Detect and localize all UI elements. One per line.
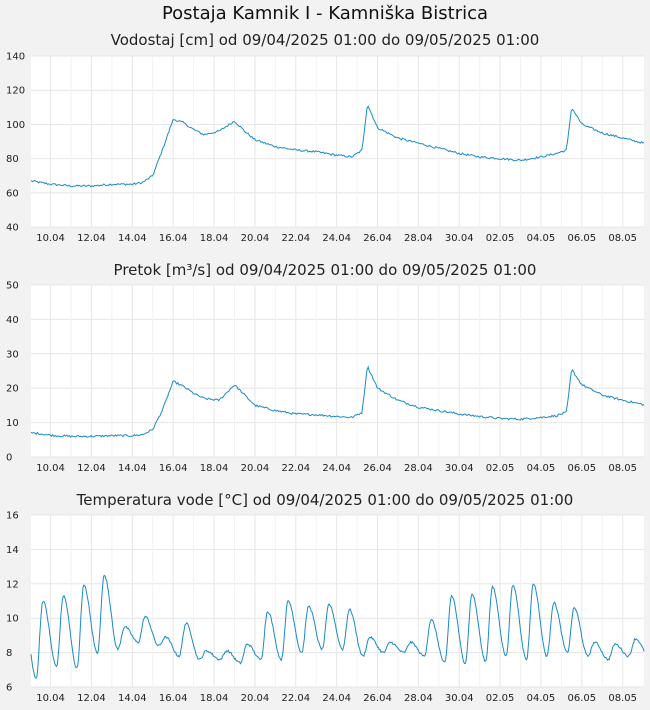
y-tick-label: 40	[6, 315, 19, 326]
x-tick-label: 08.05	[608, 693, 637, 704]
x-tick-label: 28.04	[404, 693, 433, 704]
plot-area	[31, 285, 644, 457]
x-tick-label: 30.04	[445, 233, 474, 244]
plot-area	[31, 56, 644, 227]
series-line	[30, 365, 645, 438]
x-tick-label: 18.04	[200, 693, 229, 704]
chart-title-water-temperature: Temperatura vode [°C] od 09/04/2025 01:0…	[76, 491, 574, 509]
page-title: Postaja Kamnik I - Kamniška Bistrica	[161, 3, 489, 24]
y-tick-label: 140	[6, 52, 25, 63]
x-tick-label: 20.04	[241, 693, 270, 704]
x-tick-label: 26.04	[363, 463, 392, 474]
x-tick-label: 24.04	[322, 463, 351, 474]
y-tick-label: 12	[6, 579, 19, 590]
y-tick-label: 60	[6, 188, 19, 199]
chart-panel-1: 0 10 20 30 40 50 10.04 12.04 14.04 16.04 18.04 20.0…	[6, 281, 645, 474]
chart-panel-2: 6 8 10 12 14 16 10.04 12.04 14.04 16.04 18.04 20.04…	[6, 511, 645, 704]
y-tick-label: 80	[6, 154, 19, 165]
x-tick-label: 22.04	[281, 463, 310, 474]
chart-panel-0: 40 60 80 100 120 140 10.04 12.04 14.04 16.04 18.04…	[6, 52, 645, 244]
x-tick-label: 08.05	[608, 463, 637, 474]
y-tick-label: 40	[6, 223, 19, 234]
y-tick-label: 20	[6, 384, 19, 395]
x-tick-label: 26.04	[363, 233, 392, 244]
x-tick-label: 10.04	[36, 233, 65, 244]
x-tick-label: 02.05	[486, 233, 515, 244]
y-tick-label: 6	[6, 683, 12, 694]
x-tick-label: 28.04	[404, 463, 433, 474]
x-tick-label: 12.04	[77, 463, 106, 474]
x-tick-label: 02.05	[486, 693, 515, 704]
y-tick-label: 10	[6, 418, 19, 429]
y-tick-label: 14	[6, 545, 19, 556]
y-tick-label: 50	[6, 281, 19, 292]
y-tick-label: 16	[6, 511, 19, 522]
x-tick-label: 16.04	[159, 693, 188, 704]
x-tick-label: 10.04	[36, 463, 65, 474]
x-tick-label: 14.04	[118, 693, 147, 704]
x-tick-label: 14.04	[118, 233, 147, 244]
y-tick-label: 8	[6, 648, 12, 659]
x-tick-label: 28.04	[404, 233, 433, 244]
x-tick-label: 04.05	[527, 693, 556, 704]
x-tick-label: 12.04	[77, 233, 106, 244]
x-tick-label: 06.05	[568, 693, 597, 704]
x-tick-label: 18.04	[200, 233, 229, 244]
x-tick-label: 10.04	[36, 693, 65, 704]
x-tick-label: 20.04	[241, 233, 270, 244]
series-line	[30, 574, 645, 679]
chart-title-water-level: Vodostaj [cm] od 09/04/2025 01:00 do 09/…	[110, 31, 540, 49]
x-tick-label: 16.04	[159, 463, 188, 474]
x-tick-label: 18.04	[200, 463, 229, 474]
x-tick-label: 06.05	[568, 233, 597, 244]
x-tick-label: 04.05	[527, 463, 556, 474]
x-tick-label: 24.04	[322, 693, 351, 704]
x-tick-label: 22.04	[281, 233, 310, 244]
chart-title-discharge: Pretok [m³/s] od 09/04/2025 01:00 do 09/…	[113, 261, 537, 279]
x-tick-label: 12.04	[77, 693, 106, 704]
x-tick-label: 30.04	[445, 463, 474, 474]
x-tick-label: 22.04	[281, 693, 310, 704]
x-tick-label: 02.05	[486, 463, 515, 474]
x-tick-label: 06.05	[568, 463, 597, 474]
x-tick-label: 30.04	[445, 693, 474, 704]
x-tick-label: 20.04	[241, 463, 270, 474]
x-tick-label: 08.05	[608, 233, 637, 244]
y-tick-label: 0	[6, 453, 12, 464]
x-tick-label: 24.04	[322, 233, 351, 244]
plot-area	[31, 515, 644, 687]
x-tick-label: 26.04	[363, 693, 392, 704]
y-tick-label: 120	[6, 86, 25, 97]
x-tick-label: 04.05	[527, 233, 556, 244]
y-tick-label: 30	[6, 349, 19, 360]
y-tick-label: 10	[6, 614, 19, 625]
series-line	[30, 105, 645, 188]
x-tick-label: 16.04	[159, 233, 188, 244]
y-tick-label: 100	[6, 120, 25, 131]
x-tick-label: 14.04	[118, 463, 147, 474]
